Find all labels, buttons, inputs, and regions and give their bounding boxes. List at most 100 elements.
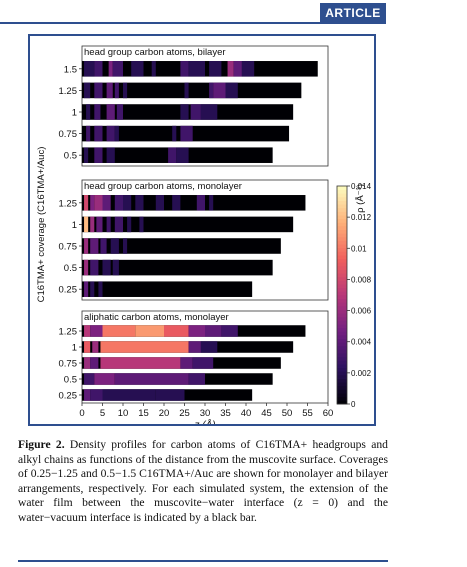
colorbar-segment — [337, 258, 347, 263]
density-band — [184, 82, 189, 99]
water-film-bar — [82, 216, 294, 233]
colorbar-tick-label: 0.008 — [351, 275, 372, 284]
density-band — [90, 357, 99, 369]
density-band — [100, 238, 107, 254]
colorbar-segment — [337, 298, 347, 303]
colorbar-segment — [337, 229, 347, 234]
colorbar-segment — [337, 382, 347, 387]
density-band — [106, 216, 111, 233]
density-band — [112, 259, 119, 276]
colorbar-segment — [337, 342, 347, 347]
density-band — [209, 61, 222, 77]
colorbar-segment — [337, 367, 347, 372]
colorbar-segment — [337, 309, 347, 314]
density-band — [164, 325, 189, 337]
caption-rule — [18, 560, 388, 562]
density-band — [123, 195, 132, 211]
water-film-bar — [82, 259, 273, 276]
figure-caption: Figure 2. Density profiles for carbon at… — [18, 438, 388, 526]
density-band — [190, 104, 201, 120]
density-band — [192, 357, 214, 369]
density-band — [84, 61, 95, 77]
coverage-tick-label: 0.75 — [59, 129, 78, 140]
density-band — [106, 104, 115, 120]
density-band — [106, 147, 115, 163]
caption-text: Density profiles for carbon atoms of C16… — [18, 438, 388, 524]
x-tick-label: 50 — [282, 408, 293, 419]
coverage-tick-label: 0.25 — [59, 285, 78, 296]
density-band — [196, 195, 205, 211]
density-band — [86, 104, 91, 120]
colorbar-segment — [337, 225, 347, 230]
colorbar-segment — [337, 244, 347, 249]
colorbar-segment — [337, 196, 347, 201]
colorbar-label: ρ (Å⁻³) — [355, 184, 366, 213]
density-band — [84, 389, 91, 401]
colorbar-segment — [337, 233, 347, 238]
density-band — [84, 216, 89, 233]
colorbar-segment — [337, 349, 347, 354]
colorbar-segment — [337, 364, 347, 369]
colorbar-segment — [337, 193, 347, 198]
density-band — [114, 373, 164, 385]
colorbar-segment — [337, 186, 347, 191]
colorbar-segment — [337, 356, 347, 361]
colorbar-segment — [337, 200, 347, 205]
colorbar-segment — [337, 389, 347, 394]
density-band — [188, 373, 205, 385]
colorbar-segment — [337, 236, 347, 241]
density-band — [94, 195, 103, 211]
density-band — [90, 216, 95, 233]
coverage-tick-label: 1.25 — [59, 327, 78, 338]
colorbar-segment — [337, 211, 347, 216]
article-section-tag: ARTICLE — [320, 3, 386, 23]
caption-label: Figure 2. — [18, 438, 65, 451]
density-band — [84, 82, 91, 99]
density-band — [100, 357, 181, 369]
colorbar-segment — [337, 374, 347, 379]
density-band — [102, 389, 123, 401]
density-band — [114, 125, 119, 142]
density-band — [200, 104, 218, 120]
density-band — [131, 61, 144, 77]
x-tick-label: 15 — [138, 408, 149, 419]
density-band — [86, 125, 91, 142]
colorbar-segment — [337, 371, 347, 376]
coverage-tick-label: 0.75 — [59, 359, 78, 370]
colorbar-tick-label: 0.01 — [351, 244, 367, 253]
coverage-tick-label: 1.25 — [59, 86, 78, 97]
colorbar-segment — [337, 400, 347, 405]
density-band — [90, 281, 95, 297]
density-band — [84, 238, 89, 254]
density-band — [102, 325, 136, 337]
density-band — [123, 238, 128, 254]
x-tick-label: 35 — [220, 408, 231, 419]
density-band — [84, 147, 89, 163]
water-film-bar — [82, 281, 253, 297]
figure-frame: head group carbon atoms, bilayer 1.5 1.25 1… — [28, 34, 376, 426]
x-tick-label: 55 — [302, 408, 313, 419]
colorbar-segment — [337, 269, 347, 274]
density-band — [94, 61, 103, 77]
water-film-bar — [82, 82, 302, 99]
coverage-tick-label: 0.5 — [64, 263, 77, 274]
colorbar-segment — [337, 240, 347, 245]
density-band — [90, 325, 103, 337]
density-band — [209, 82, 214, 99]
density-band — [84, 373, 95, 385]
colorbar-segment — [337, 255, 347, 260]
x-tick-label: 25 — [179, 408, 190, 419]
colorbar-segment — [337, 273, 347, 278]
colorbar-segment — [337, 331, 347, 336]
x-tick-label: 10 — [118, 408, 129, 419]
coverage-tick-label: 0.5 — [64, 375, 77, 386]
y-axis-label: C16TMA+ coverage (C16TMA+/Auc) — [36, 147, 47, 303]
density-band — [98, 281, 103, 297]
density-band — [155, 389, 185, 401]
colorbar-segment — [337, 295, 347, 300]
density-band — [114, 82, 119, 99]
colorbar-segment — [337, 215, 347, 220]
coverage-tick-label: 1.25 — [59, 198, 78, 209]
density-band — [188, 341, 201, 353]
colorbar-segment — [337, 360, 347, 365]
